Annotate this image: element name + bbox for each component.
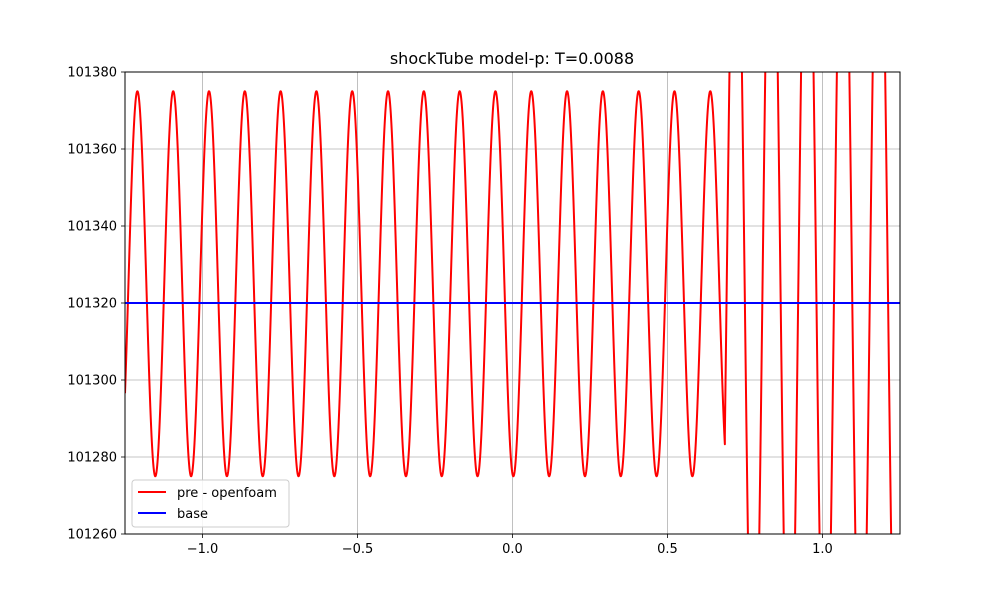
legend-box	[131, 479, 290, 528]
x-tick-label: 1.0	[812, 542, 833, 557]
y-tick-label: 101340	[67, 220, 117, 235]
x-tick-label: −0.5	[342, 542, 374, 557]
legend: pre - openfoam base	[131, 479, 290, 528]
y-tick-label: 101260	[67, 528, 117, 543]
y-tick-label: 101320	[67, 297, 117, 312]
y-tick-label: 101300	[67, 374, 117, 389]
x-tick-label: −1.0	[187, 542, 219, 557]
legend-label-base: base	[177, 507, 208, 522]
y-tick-label: 101360	[67, 143, 117, 158]
legend-label-pre-openfoam: pre - openfoam	[177, 486, 277, 501]
axis-ticks: −1.0 −0.5 0.0 0.5 1.0 101260 101280 101300 10132…	[67, 66, 832, 558]
series-layer	[125, 72, 900, 534]
y-tick-label: 101380	[67, 66, 117, 81]
series-line-pre-openfoam	[125, 72, 893, 534]
x-tick-label: 0.5	[657, 542, 678, 557]
x-tick-label: 0.0	[502, 542, 523, 557]
chart-title: shockTube model-p: T=0.0088	[390, 49, 634, 68]
y-tick-label: 101280	[67, 451, 117, 466]
